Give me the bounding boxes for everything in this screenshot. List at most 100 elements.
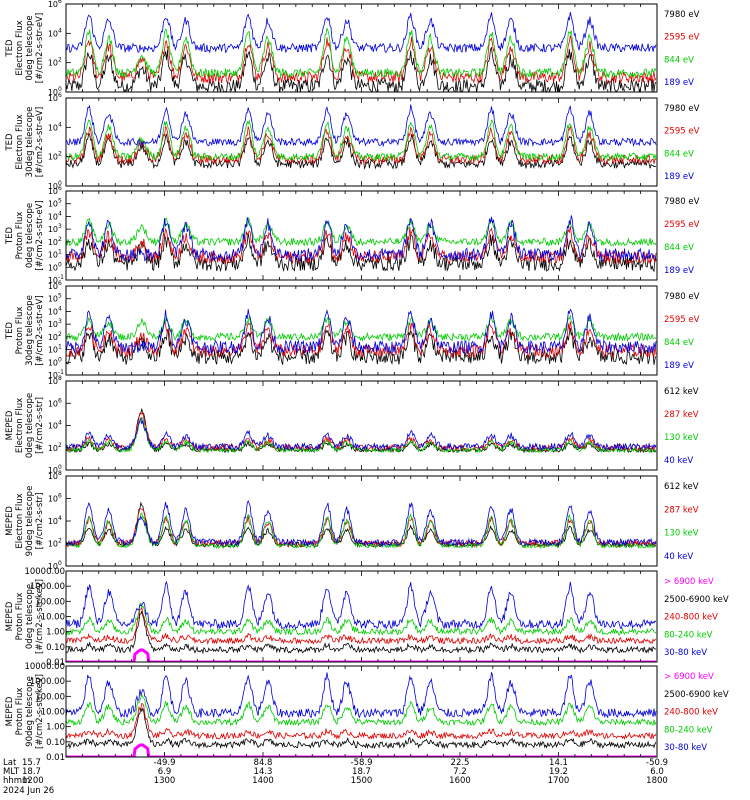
y-axis-label: Electron Flux (15, 20, 25, 75)
legend-entry: 612 keV (664, 482, 699, 492)
y-tick-label: 10 (48, 358, 58, 367)
y-axis-label: Proton Flux (15, 212, 25, 260)
y-tick-label: 10 (48, 399, 58, 408)
y-tick-exponent: 4 (58, 27, 62, 34)
y-tick-label: 10 (48, 182, 58, 191)
y-axis-label: Proton Flux (15, 688, 25, 736)
y-tick-exponent: 2 (58, 57, 62, 64)
legend-entry: 30-80 keV (664, 648, 707, 658)
legend-entry: 80-240 keV (664, 630, 713, 640)
y-tick-label: 10 (48, 295, 58, 304)
y-tick-exponent: 8 (58, 470, 62, 477)
y-axis-label: [#/cm2-s-str-keV] (35, 674, 45, 749)
legend-entry: 30-80 keV (664, 743, 707, 753)
y-axis-label: [#/cm2-s-str] (35, 493, 45, 550)
y-axis-label: MEPED (5, 410, 15, 440)
legend-entry: 130 keV (664, 433, 699, 443)
y-tick-exponent: 3 (58, 318, 62, 325)
x-axis-annotations: LatMLThhmm15.718.71200-49.96.9130084.814… (3, 758, 668, 796)
legend-entry: 2500-6900 keV (664, 690, 729, 700)
legend-entry: 40 keV (664, 456, 693, 466)
x-tick-label: 7.2 (453, 767, 467, 777)
panel-frame (65, 190, 658, 281)
legend-entry: 7980 eV (664, 197, 700, 207)
series-line-4-4 (66, 308, 657, 355)
y-tick-label: 1000.00 (30, 677, 65, 687)
y-axis-label: 90deg telescope (25, 486, 35, 557)
x-tick-label: 1200 (22, 776, 44, 786)
y-tick-exponent: 4 (58, 305, 62, 312)
y-tick-label: 10 (48, 238, 58, 247)
y-tick-label: 10 (48, 200, 58, 209)
y-axis-label: MEPED (5, 696, 15, 726)
y-tick-label: 10 (48, 282, 58, 291)
y-tick-exponent: 6 (58, 397, 62, 404)
series-line-7-5 (66, 580, 657, 630)
legend-entry: 240-800 keV (664, 613, 718, 623)
legend-entry: 844 eV (664, 149, 694, 159)
date-label: 2024 Jun 26 (3, 786, 54, 796)
y-axis-label: Proton Flux (15, 593, 25, 641)
y-tick-label: 10 (48, 225, 58, 234)
y-tick-label: 10 (48, 251, 58, 260)
y-tick-label: 1.00 (46, 628, 65, 638)
series-line-1-2 (66, 35, 657, 84)
legend-entry: 130 keV (664, 529, 699, 539)
y-axis-label: 30deg telescope (25, 107, 35, 178)
y-axis-label: 0deg telescope (25, 203, 35, 268)
y-tick-label: 10000.00 (24, 662, 65, 672)
y-tick-label: 10 (48, 517, 58, 526)
y-tick-label: 10 (48, 212, 58, 221)
y-tick-exponent: 6 (58, 92, 62, 99)
y-tick-exponent: 0 (58, 180, 62, 187)
series-line-2-3 (66, 119, 657, 162)
y-tick-label: 0.10 (46, 738, 65, 748)
y-tick-exponent: 4 (58, 210, 62, 217)
y-tick-exponent: 0 (58, 464, 62, 471)
legend-entry: 240-800 keV (664, 708, 718, 718)
series-line-3-1 (66, 232, 657, 273)
y-tick-label: 1.00 (46, 723, 65, 733)
x-tick-label: -49.9 (154, 758, 176, 768)
y-axis-label: Electron Flux (15, 114, 25, 169)
x-row-label: hhmm (3, 776, 30, 786)
series-line-6-4 (66, 499, 657, 548)
x-tick-label: 1400 (252, 776, 274, 786)
series-line-1-1 (66, 47, 657, 92)
y-tick-label: 100.00 (35, 597, 65, 607)
panel-8: 10000.00 1000.00 100.00 10.00 1.00 0.10 0.01 ME… (5, 662, 729, 763)
y-tick-exponent: 1 (58, 249, 62, 256)
x-tick-label: 22.5 (451, 758, 470, 768)
series-line-8-3 (66, 702, 657, 741)
x-tick-label: -50.9 (646, 758, 668, 768)
y-tick-label: 10000.00 (24, 567, 65, 577)
series-line-5-3 (66, 416, 657, 454)
x-tick-label: 84.8 (254, 758, 273, 768)
y-tick-exponent: 0 (58, 86, 62, 93)
legend-entry: > 6900 keV (664, 672, 714, 682)
y-tick-label: 10 (48, 307, 58, 316)
y-tick-exponent: 4 (58, 420, 62, 427)
series-line-1-4 (66, 12, 657, 54)
x-tick-label: 15.7 (22, 758, 41, 768)
legend-entry: 2595 eV (664, 33, 700, 43)
y-tick-exponent: 4 (58, 515, 62, 522)
y-axis-label: MEPED (5, 601, 15, 631)
y-axis-label: [#/cm2-s-str-keV] (35, 579, 45, 654)
legend-entry: 80-240 keV (664, 725, 713, 735)
x-tick-label: 6.9 (158, 767, 172, 777)
legend-entry: 7980 eV (664, 10, 700, 20)
x-tick-label: 14.1 (549, 758, 568, 768)
y-tick-exponent: -1 (58, 369, 64, 376)
y-tick-label: 10 (48, 0, 58, 9)
y-axis-label: TED (5, 39, 15, 58)
series-line-5-2 (66, 411, 657, 453)
y-tick-exponent: 2 (58, 151, 62, 158)
y-tick-label: 10.00 (41, 613, 65, 623)
y-tick-exponent: 6 (58, 185, 62, 192)
y-tick-exponent: 6 (58, 493, 62, 500)
legend-entry: 2595 eV (664, 220, 700, 230)
legend-entry: > 6900 keV (664, 577, 714, 587)
y-axis-label: Proton Flux (15, 307, 25, 355)
legend-entry: 287 keV (664, 410, 699, 420)
